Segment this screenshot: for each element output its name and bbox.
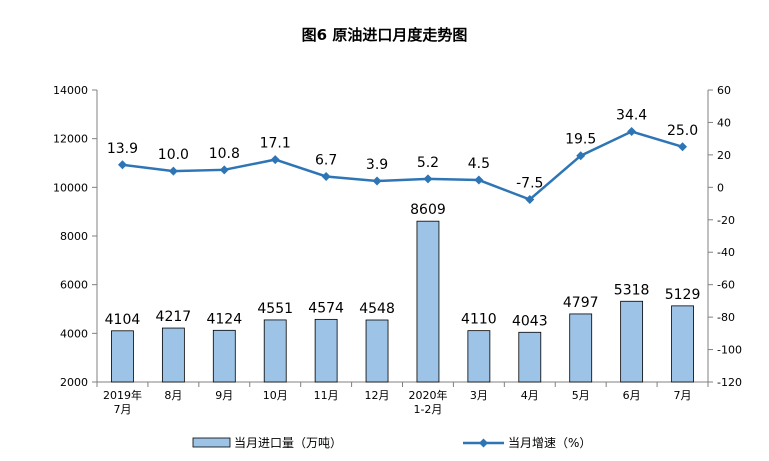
chart-title: 图6 原油进口月度走势图	[302, 26, 468, 44]
line-point	[219, 165, 229, 175]
bar	[671, 305, 694, 383]
x-tick-label: 7月	[674, 389, 692, 402]
right-tick-label: 20	[717, 149, 731, 162]
bar-data-label: 4104	[105, 312, 141, 328]
bar	[569, 313, 593, 383]
bar	[111, 330, 134, 383]
right-tick-label: -100	[717, 344, 742, 357]
left-tick-label: 12000	[53, 133, 88, 146]
bar-data-label: 5129	[665, 287, 701, 303]
line-data-label: 13.9	[107, 141, 138, 157]
bar	[314, 318, 338, 383]
right-tick-label: -20	[717, 214, 735, 227]
left-tick-label: 4000	[60, 327, 88, 340]
right-tick-label: 0	[717, 181, 724, 194]
bar-data-label: 4043	[512, 313, 548, 329]
line-data-label: 4.5	[468, 156, 490, 172]
right-tick-label: -80	[717, 311, 735, 324]
legend-bar-label: 当月进口量（万吨）	[234, 436, 342, 450]
bar-data-label: 8609	[410, 202, 446, 218]
bar-data-label: 4548	[359, 301, 395, 317]
line-data-label: -7.5	[516, 176, 543, 192]
line-point	[117, 160, 127, 170]
bar-data-label: 4797	[563, 295, 599, 311]
x-tick-label: 2019年	[103, 388, 142, 402]
line-point	[321, 171, 331, 181]
bar	[518, 331, 542, 383]
x-tick-label: 7月	[113, 403, 131, 416]
line-data-label: 17.1	[260, 136, 291, 152]
right-tick-label: -120	[717, 376, 742, 389]
legend-line-label: 当月增速（%）	[508, 436, 591, 450]
bar-data-label: 4217	[156, 309, 192, 325]
x-tick-label: 3月	[470, 389, 488, 402]
line-point	[525, 195, 535, 204]
bar-data-label: 4551	[257, 301, 293, 317]
line-data-label: 34.4	[616, 108, 647, 124]
x-tick-label: 1-2月	[413, 403, 442, 416]
line-point	[474, 175, 484, 185]
bar-data-label: 5318	[614, 282, 650, 298]
x-tick-label: 10月	[263, 389, 288, 402]
bar	[212, 329, 236, 383]
bar-data-label: 4124	[206, 311, 242, 327]
left-tick-label: 14000	[53, 84, 88, 97]
line-point	[168, 166, 178, 176]
bar	[263, 319, 287, 383]
x-tick-label: 2020年	[408, 388, 447, 402]
x-tick-label: 11月	[314, 389, 339, 402]
line-point	[423, 174, 433, 184]
line-point	[678, 142, 688, 152]
x-tick-label: 9月	[215, 389, 233, 402]
line-data-label: 3.9	[366, 157, 388, 173]
bar	[365, 319, 389, 383]
line-point	[372, 176, 382, 186]
line-point	[270, 155, 280, 165]
line-data-label: 19.5	[565, 132, 596, 148]
left-tick-label: 6000	[60, 279, 88, 292]
right-tick-label: 60	[717, 84, 731, 97]
right-tick-label: -60	[717, 279, 735, 292]
left-tick-label: 10000	[53, 181, 88, 194]
right-tick-label: 40	[717, 116, 731, 129]
legend-bar-swatch	[192, 437, 231, 448]
left-tick-label: 8000	[60, 230, 88, 243]
line-data-label: 5.2	[417, 155, 439, 171]
line-point	[576, 151, 586, 161]
left-tick-label: 2000	[60, 376, 88, 389]
x-tick-label: 8月	[164, 389, 182, 402]
line-point	[627, 127, 637, 137]
bar	[161, 327, 185, 383]
line-data-label: 6.7	[315, 152, 337, 168]
x-tick-label: 4月	[521, 389, 539, 402]
bar-data-label: 4574	[308, 300, 344, 316]
growth-series-line	[122, 130, 683, 201]
x-tick-label: 12月	[365, 389, 390, 402]
bar-data-label: 4110	[461, 312, 497, 328]
bar	[416, 220, 440, 383]
x-tick-label: 6月	[623, 389, 641, 402]
line-data-label: 10.0	[158, 147, 189, 163]
line-data-label: 10.8	[209, 146, 240, 162]
line-data-label: 25.0	[667, 123, 698, 139]
bar	[620, 300, 644, 383]
x-tick-label: 5月	[572, 389, 590, 402]
right-tick-label: -40	[717, 246, 735, 259]
legend-line-marker	[479, 438, 488, 448]
bar	[467, 330, 491, 383]
